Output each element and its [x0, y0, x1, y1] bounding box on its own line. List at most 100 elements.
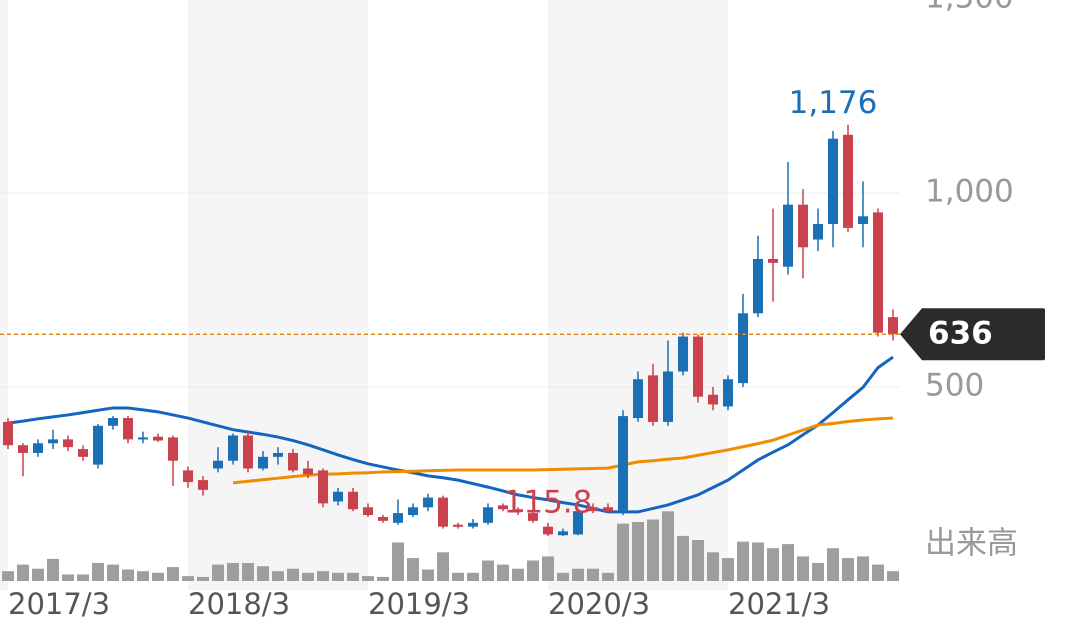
volume-bar [527, 560, 539, 581]
candle-body [213, 460, 223, 469]
candle-body [3, 421, 13, 446]
volume-bar [137, 571, 149, 581]
volume-bar [467, 572, 479, 581]
volume-bar [677, 535, 689, 581]
candle-body [48, 439, 58, 444]
volume-bar [602, 572, 614, 581]
candle-body [408, 507, 418, 516]
year-band [0, 0, 8, 590]
volume-bar [587, 568, 599, 581]
candle-body [768, 258, 778, 263]
candle-body [168, 437, 178, 461]
volume-bar [437, 552, 449, 581]
candle-body [858, 216, 868, 225]
volume-bar [512, 568, 524, 581]
volume-bar [782, 544, 794, 581]
volume-bar [92, 562, 104, 581]
volume-bar [167, 567, 179, 581]
candle-body [513, 509, 523, 512]
candle-body [453, 524, 463, 527]
moving-average-line [7, 355, 894, 514]
candle-body [648, 375, 658, 422]
y-tick-label: 1,000 [925, 174, 1014, 210]
volume-bar [737, 541, 749, 581]
high-label: 1,176 [789, 85, 878, 121]
volume-bar [632, 521, 644, 581]
volume-bar [362, 576, 374, 581]
volume-bar [542, 556, 554, 581]
volume-bar [722, 558, 734, 581]
volume-bar [107, 564, 119, 581]
volume-bar [812, 562, 824, 581]
volume-bar [317, 571, 329, 581]
volume-bar [617, 523, 629, 581]
volume-bar [707, 552, 719, 581]
candle-body [663, 371, 673, 422]
volume-label: 出来高 [925, 526, 1018, 562]
volume-bar [767, 548, 779, 581]
candle-body [543, 526, 553, 535]
candle-body [138, 437, 148, 440]
volume-bar [752, 542, 764, 581]
candle-body [378, 516, 388, 521]
volume-bar [2, 571, 14, 581]
candle-body [468, 522, 478, 527]
candle-body [183, 470, 193, 483]
volume-bar [422, 569, 434, 581]
candle-body [198, 480, 208, 490]
volume-bar [347, 572, 359, 581]
volume-bar [287, 568, 299, 581]
candle-body [153, 436, 163, 441]
x-tick-label: 2020/3 [548, 587, 650, 621]
candle-body [603, 507, 613, 512]
candle-body [738, 313, 748, 384]
volume-bar [692, 540, 704, 581]
candle-body [708, 394, 718, 405]
candle-body [843, 134, 853, 228]
y-tick-label: 500 [925, 368, 984, 404]
volume-bar [32, 568, 44, 581]
volume-bar [557, 572, 569, 581]
candle-body [273, 452, 283, 457]
volume-bar [62, 574, 74, 581]
volume-bar [152, 572, 164, 581]
candle-body [18, 445, 28, 453]
volume-bar [182, 576, 194, 581]
candle-body [33, 443, 43, 453]
candle-body [123, 418, 133, 440]
volume-bar [377, 576, 389, 581]
volume-bar [257, 566, 269, 581]
volume-bar [407, 558, 419, 581]
volume-bar [482, 560, 494, 581]
candle-body [333, 491, 343, 502]
volume-bar [227, 562, 239, 581]
volume-bar [827, 548, 839, 581]
low-label: 115.8 [504, 485, 593, 521]
volume-bar [392, 542, 404, 581]
volume-bar [647, 519, 659, 581]
volume-bar [872, 564, 884, 581]
candle-body [258, 456, 268, 469]
volume-bar [77, 574, 89, 581]
candle-body [813, 224, 823, 240]
volume-bar [572, 568, 584, 581]
candle-body [318, 470, 328, 504]
candle-body [393, 513, 403, 523]
candle-body [573, 511, 583, 535]
candle-body [498, 505, 508, 510]
last-price-label: 636 [928, 316, 993, 352]
volume-bar [332, 572, 344, 581]
candle-body [618, 416, 628, 512]
candle-body [243, 435, 253, 469]
volume-bar [857, 556, 869, 581]
y-tick-label: 1,500 [925, 0, 1014, 16]
volume-bar [122, 569, 134, 581]
year-band [548, 0, 728, 590]
candle-body [723, 379, 733, 407]
candle-body [783, 204, 793, 267]
candle-body [528, 513, 538, 521]
candle-body [348, 491, 358, 510]
candle-body [93, 425, 103, 465]
candle-body [363, 507, 373, 516]
